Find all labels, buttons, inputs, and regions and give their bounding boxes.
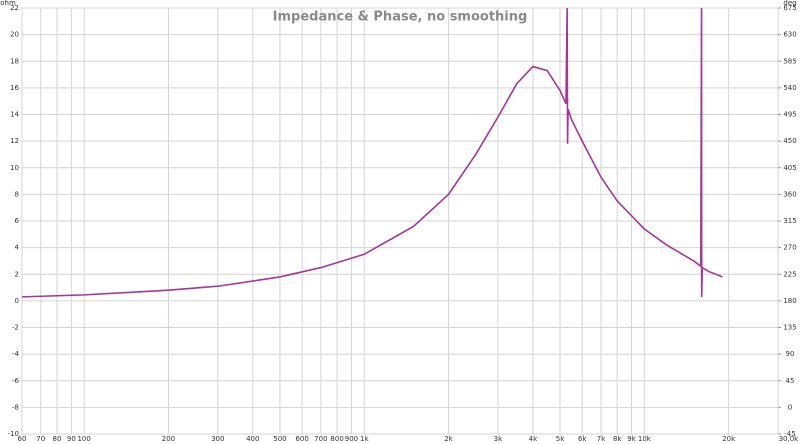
y2-tick-label: 630 <box>783 31 796 39</box>
y-tick-label: -6 <box>12 377 20 385</box>
x-tick-label: 1k <box>360 435 369 443</box>
y2-tick-label: 225 <box>783 270 796 278</box>
impedance-line <box>21 7 723 298</box>
y2-tick-label: 270 <box>783 244 796 252</box>
chart-title: Impedance & Phase, no smoothing <box>273 10 528 25</box>
x-tick-label: 500 <box>273 435 286 443</box>
x-tick-label: 80 <box>53 435 62 443</box>
y2-tick-label: 495 <box>783 111 796 119</box>
x-tick-label: 10k <box>638 435 652 443</box>
y-tick-label: 16 <box>10 84 19 92</box>
y2-axis-unit: deg <box>783 0 796 7</box>
y2-tick-label: 135 <box>783 324 796 332</box>
x-tick-label: 400 <box>246 435 259 443</box>
y-tick-label: -8 <box>12 403 19 411</box>
y2-tick-label: 315 <box>783 217 796 225</box>
y-tick-label: 22 <box>10 4 19 12</box>
y-axis-unit: ohm <box>0 0 16 7</box>
x-tick-label: 4k <box>529 435 538 443</box>
y-tick-label: 12 <box>10 137 19 145</box>
x-tick-label: 300 <box>211 435 224 443</box>
y-tick-label: 10 <box>10 164 19 172</box>
y2-tick-label: 0 <box>788 403 792 411</box>
y2-tick-label: 405 <box>783 164 796 172</box>
y2-tick-label: 360 <box>783 190 796 198</box>
y2-tick-label: 675 <box>783 4 796 12</box>
x-tick-label: 30,0k Hz <box>779 435 800 443</box>
y2-tick-label: 450 <box>783 137 796 145</box>
x-tick-label: 90 <box>67 435 76 443</box>
x-tick-label: 200 <box>162 435 175 443</box>
y-tick-label: 8 <box>15 190 19 198</box>
y-tick-label: 14 <box>10 111 19 119</box>
y2-tick-label: 45 <box>786 377 795 385</box>
x-tick-label: 600 <box>295 435 308 443</box>
y2-tick-label: 90 <box>786 350 795 358</box>
y2-tick-label: -45 <box>784 430 795 438</box>
x-tick-label: 700 <box>314 435 327 443</box>
y-tick-label: -10 <box>8 430 19 438</box>
y-tick-label: 0 <box>15 297 19 305</box>
y-tick-label: -2 <box>12 324 19 332</box>
y-tick-label: 4 <box>15 244 20 252</box>
y-tick-label: -4 <box>12 350 20 358</box>
x-tick-label: 2k <box>444 435 453 443</box>
y2-tick-label: 540 <box>783 84 796 92</box>
x-tick-label: 6k <box>578 435 587 443</box>
x-tick-label: 8k <box>613 435 622 443</box>
x-tick-label: 9k <box>627 435 636 443</box>
x-tick-label: 900 <box>345 435 358 443</box>
x-tick-label: 800 <box>330 435 343 443</box>
y-tick-label: 2 <box>15 270 19 278</box>
x-tick-label: 60 <box>18 435 27 443</box>
x-tick-label: 7k <box>597 435 606 443</box>
y-tick-label: 6 <box>15 217 20 225</box>
y2-tick-label: 585 <box>783 57 796 65</box>
y-tick-label: 18 <box>10 57 19 65</box>
x-tick-label: 100 <box>77 435 90 443</box>
x-tick-label: 5k <box>556 435 565 443</box>
y2-tick-label: 180 <box>783 297 796 305</box>
x-tick-label: 3k <box>494 435 503 443</box>
x-tick-label: 20k <box>722 435 736 443</box>
x-tick-label: 70 <box>36 435 45 443</box>
y-tick-label: 20 <box>10 31 19 39</box>
